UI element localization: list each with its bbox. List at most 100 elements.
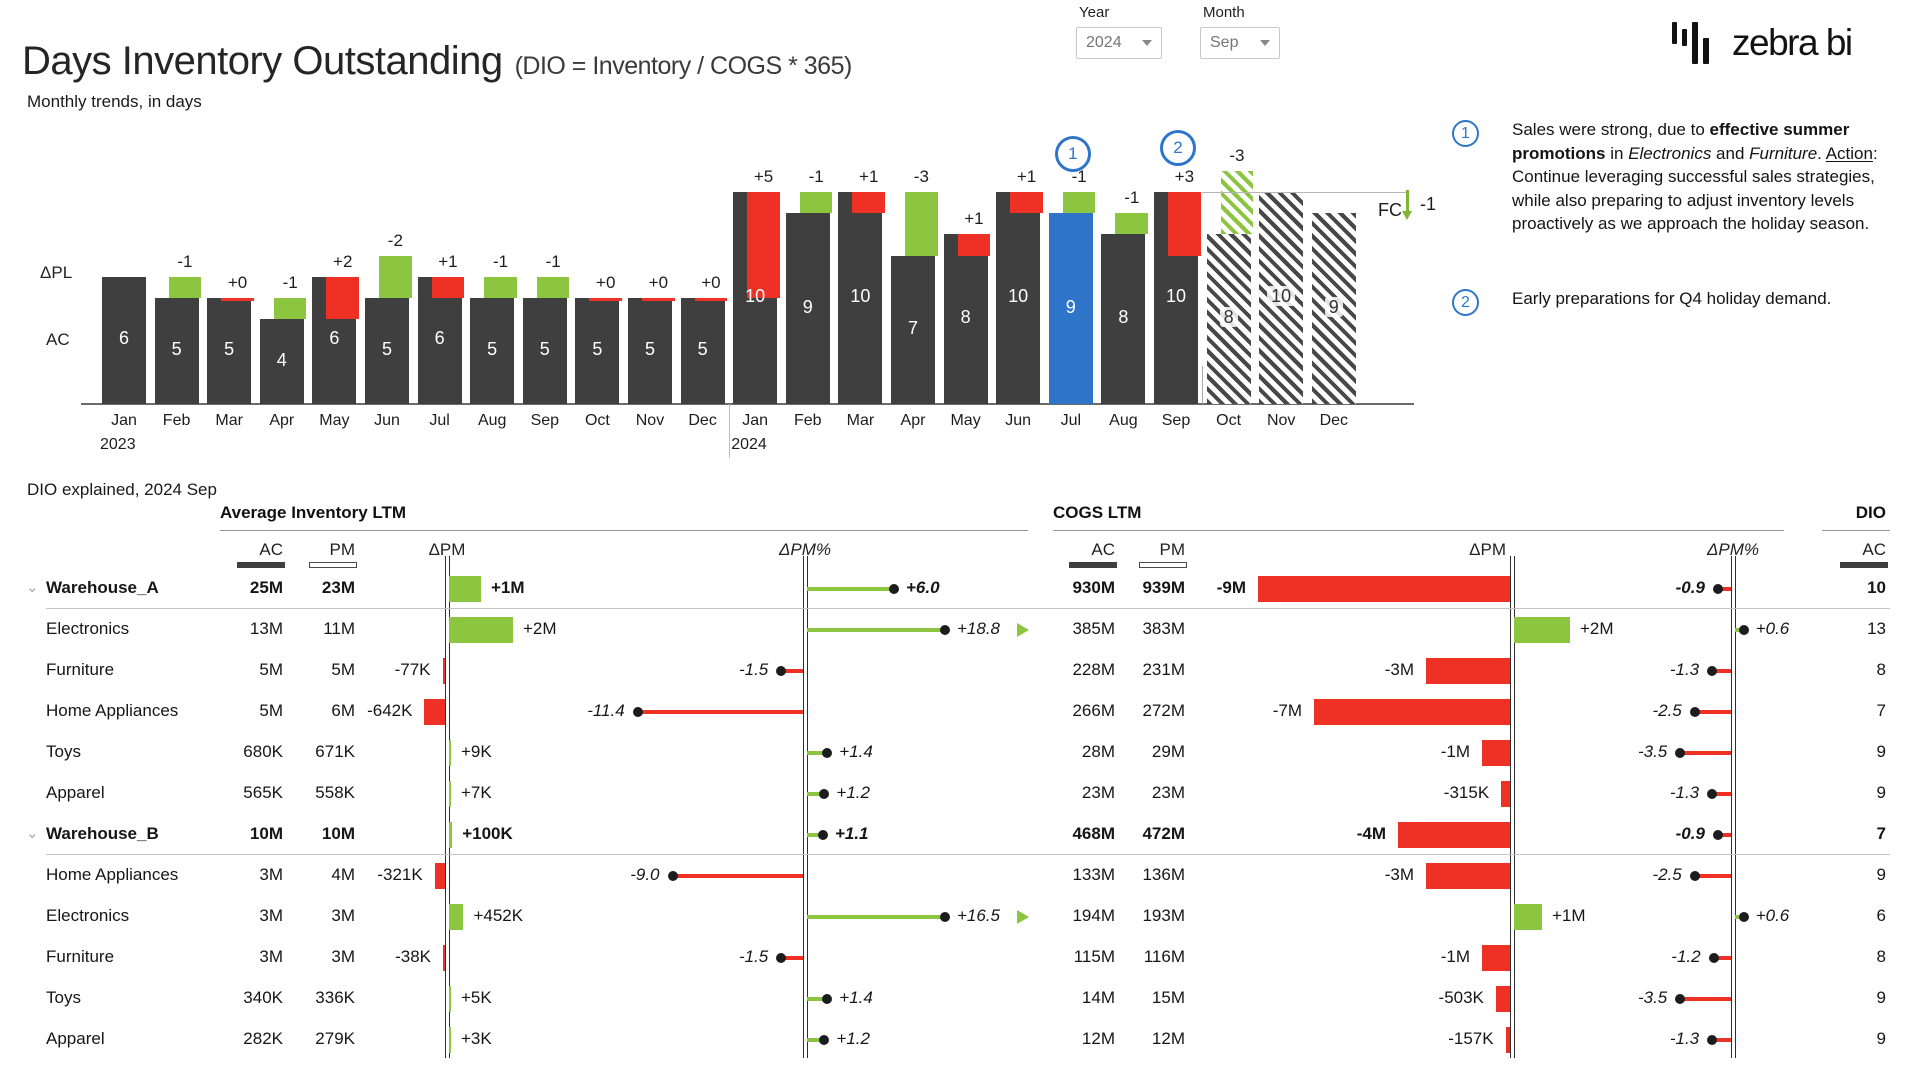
chart-variance-2023-Nov[interactable]: [642, 298, 675, 301]
inv-dpm-bar[interactable]: [434, 862, 445, 889]
chart-variance-2023-Oct[interactable]: [589, 298, 623, 301]
table-row-name-Toys[interactable]: Toys: [46, 741, 81, 761]
inv-dpm-bar[interactable]: [443, 944, 445, 971]
inv-dpm-pct-line[interactable]: [807, 750, 828, 755]
cogs-dpm-bar[interactable]: [1426, 657, 1510, 684]
chart-variance-2023-Apr[interactable]: [273, 298, 307, 320]
chart-variance-2024-Apr[interactable]: [905, 192, 938, 256]
cogs-dpm-bar[interactable]: [1426, 862, 1510, 889]
inv-dpm-pct-line[interactable]: [637, 709, 803, 714]
table-row-name-Furniture[interactable]: Furniture: [46, 659, 115, 679]
inv-dpm-bar[interactable]: [449, 739, 451, 766]
inv-dpm-bar[interactable]: [442, 657, 445, 684]
inv-dpm-pct-line[interactable]: [807, 586, 894, 591]
table-row-name-Toys[interactable]: Toys: [46, 987, 81, 1007]
chart-bar-2023-Feb[interactable]: [154, 298, 199, 404]
cogs-dpm-bar[interactable]: [1398, 821, 1510, 848]
chart-bar-2023-Nov[interactable]: [628, 298, 672, 404]
table-row-name-Warehouse_B[interactable]: Warehouse_B: [46, 823, 159, 843]
inv-dpm-pct-line[interactable]: [807, 996, 828, 1001]
inv-dpm-pct-line[interactable]: [807, 914, 945, 919]
chart-bar-2023-Aug[interactable]: [470, 298, 515, 404]
chart-bar-2024-Aug[interactable]: [1101, 234, 1146, 404]
chart-variance-2024-Oct[interactable]: [1220, 170, 1254, 235]
table-row-name-Apparel[interactable]: Apparel: [46, 782, 105, 802]
month-dropdown[interactable]: Sep: [1200, 27, 1280, 59]
chart-bar-2023-Jan[interactable]: [102, 276, 146, 404]
inv-dpm-pct-line[interactable]: [807, 791, 825, 796]
cogs-dpm-bar[interactable]: [1514, 616, 1570, 643]
table-row-name-Apparel[interactable]: Apparel: [46, 1028, 105, 1048]
chart-variance-2024-Jun[interactable]: [1010, 192, 1043, 214]
inv-dpm-bar[interactable]: [449, 903, 464, 930]
chart-bar-2023-Jun[interactable]: [365, 298, 409, 404]
table-row-name-Furniture[interactable]: Furniture: [46, 946, 115, 966]
chart-bar-2023-Sep[interactable]: [522, 298, 567, 404]
table-row-name-Electronics[interactable]: Electronics: [46, 905, 130, 925]
chart-variance-2023-May[interactable]: [326, 276, 360, 320]
chart-marker-1[interactable]: 1: [1054, 136, 1091, 172]
chart-marker-2[interactable]: 2: [1160, 130, 1196, 166]
inv-dpm-pct-line[interactable]: [807, 832, 823, 837]
chart-variance-2023-Feb[interactable]: [168, 276, 202, 298]
cogs-dpm-pct-line[interactable]: [1712, 668, 1731, 673]
row-expand-chevron-icon[interactable]: ⌄: [26, 578, 39, 596]
chart-bar-2024-Feb[interactable]: [785, 213, 830, 404]
cogs-dpm-pct-line[interactable]: [1712, 1037, 1731, 1042]
inv-dpm-bar[interactable]: [449, 1026, 451, 1053]
cogs-dpm-pct-line[interactable]: [1713, 955, 1731, 960]
chart-variance-2024-Mar[interactable]: [852, 192, 886, 214]
chart-bar-2023-Mar[interactable]: [207, 298, 252, 404]
cogs-dpm-pct-line[interactable]: [1680, 996, 1731, 1001]
inv-dpm-bar[interactable]: [449, 575, 481, 602]
cogs-dpm-pct-line[interactable]: [1712, 791, 1731, 796]
chart-bar-2024-Mar[interactable]: [838, 192, 883, 404]
chart-variance-2024-Jul[interactable]: [1062, 192, 1096, 214]
row-expand-chevron-icon[interactable]: ⌄: [26, 824, 39, 842]
inv-dpm-pct-line[interactable]: [807, 627, 945, 632]
table-row-name-Home-Appliances[interactable]: Home Appliances: [46, 700, 179, 720]
inv-dpm-bar[interactable]: [449, 616, 513, 643]
inv-dpm-bar[interactable]: [449, 780, 451, 807]
chart-bar-2024-May[interactable]: [943, 234, 988, 404]
chart-bar-2024-Jul[interactable]: [1048, 213, 1093, 404]
chart-bar-2023-Oct[interactable]: [575, 298, 620, 404]
chart-variance-2023-Jun[interactable]: [379, 255, 412, 298]
chart-bar-2023-Jul[interactable]: [417, 276, 462, 404]
cogs-dpm-bar[interactable]: [1495, 985, 1510, 1012]
inv-dpm-pct-line[interactable]: [672, 873, 803, 878]
cogs-dpm-bar[interactable]: [1501, 780, 1510, 807]
chart-bar-2023-Apr[interactable]: [259, 319, 304, 404]
chart-variance-2023-Sep[interactable]: [536, 276, 570, 298]
cogs-dpm-pct-line[interactable]: [1717, 832, 1731, 837]
cogs-dpm-bar[interactable]: [1514, 903, 1542, 930]
chart-variance-2023-Mar[interactable]: [221, 298, 254, 301]
inv-dpm-bar[interactable]: [449, 985, 451, 1012]
cogs-dpm-pct-line[interactable]: [1717, 586, 1731, 591]
table-row-name-Warehouse_A[interactable]: Warehouse_A: [46, 577, 159, 597]
cogs-dpm-pct-line[interactable]: [1680, 750, 1731, 755]
table-row-name-Home-Appliances[interactable]: Home Appliances: [46, 864, 179, 884]
chart-bar-2024-Jun[interactable]: [996, 192, 1041, 404]
year-dropdown[interactable]: 2024: [1076, 27, 1162, 59]
cogs-dpm-pct-line[interactable]: [1694, 873, 1731, 878]
chart-variance-2023-Aug[interactable]: [484, 276, 517, 298]
inv-dpm-bar[interactable]: [424, 698, 445, 725]
chart-bar-2024-Apr[interactable]: [891, 255, 935, 404]
cogs-dpm-bar[interactable]: [1314, 698, 1510, 725]
inv-dpm-bar[interactable]: [449, 821, 453, 848]
chart-variance-2024-Jan[interactable]: [747, 192, 780, 298]
chart-variance-2024-May[interactable]: [957, 234, 991, 256]
cogs-dpm-bar[interactable]: [1482, 944, 1510, 971]
cogs-dpm-bar[interactable]: [1505, 1026, 1510, 1053]
chart-bar-2023-Dec[interactable]: [680, 298, 725, 404]
chart-variance-2023-Dec[interactable]: [694, 298, 728, 301]
cogs-dpm-bar[interactable]: [1258, 575, 1510, 602]
inv-dpm-pct-line[interactable]: [781, 955, 803, 960]
chart-variance-2024-Feb[interactable]: [799, 192, 833, 214]
cogs-dpm-pct-line[interactable]: [1694, 709, 1731, 714]
chart-variance-2023-Jul[interactable]: [431, 276, 465, 298]
table-row-name-Electronics[interactable]: Electronics: [46, 618, 130, 638]
cogs-dpm-bar[interactable]: [1482, 739, 1510, 766]
inv-dpm-pct-line[interactable]: [807, 1037, 825, 1042]
